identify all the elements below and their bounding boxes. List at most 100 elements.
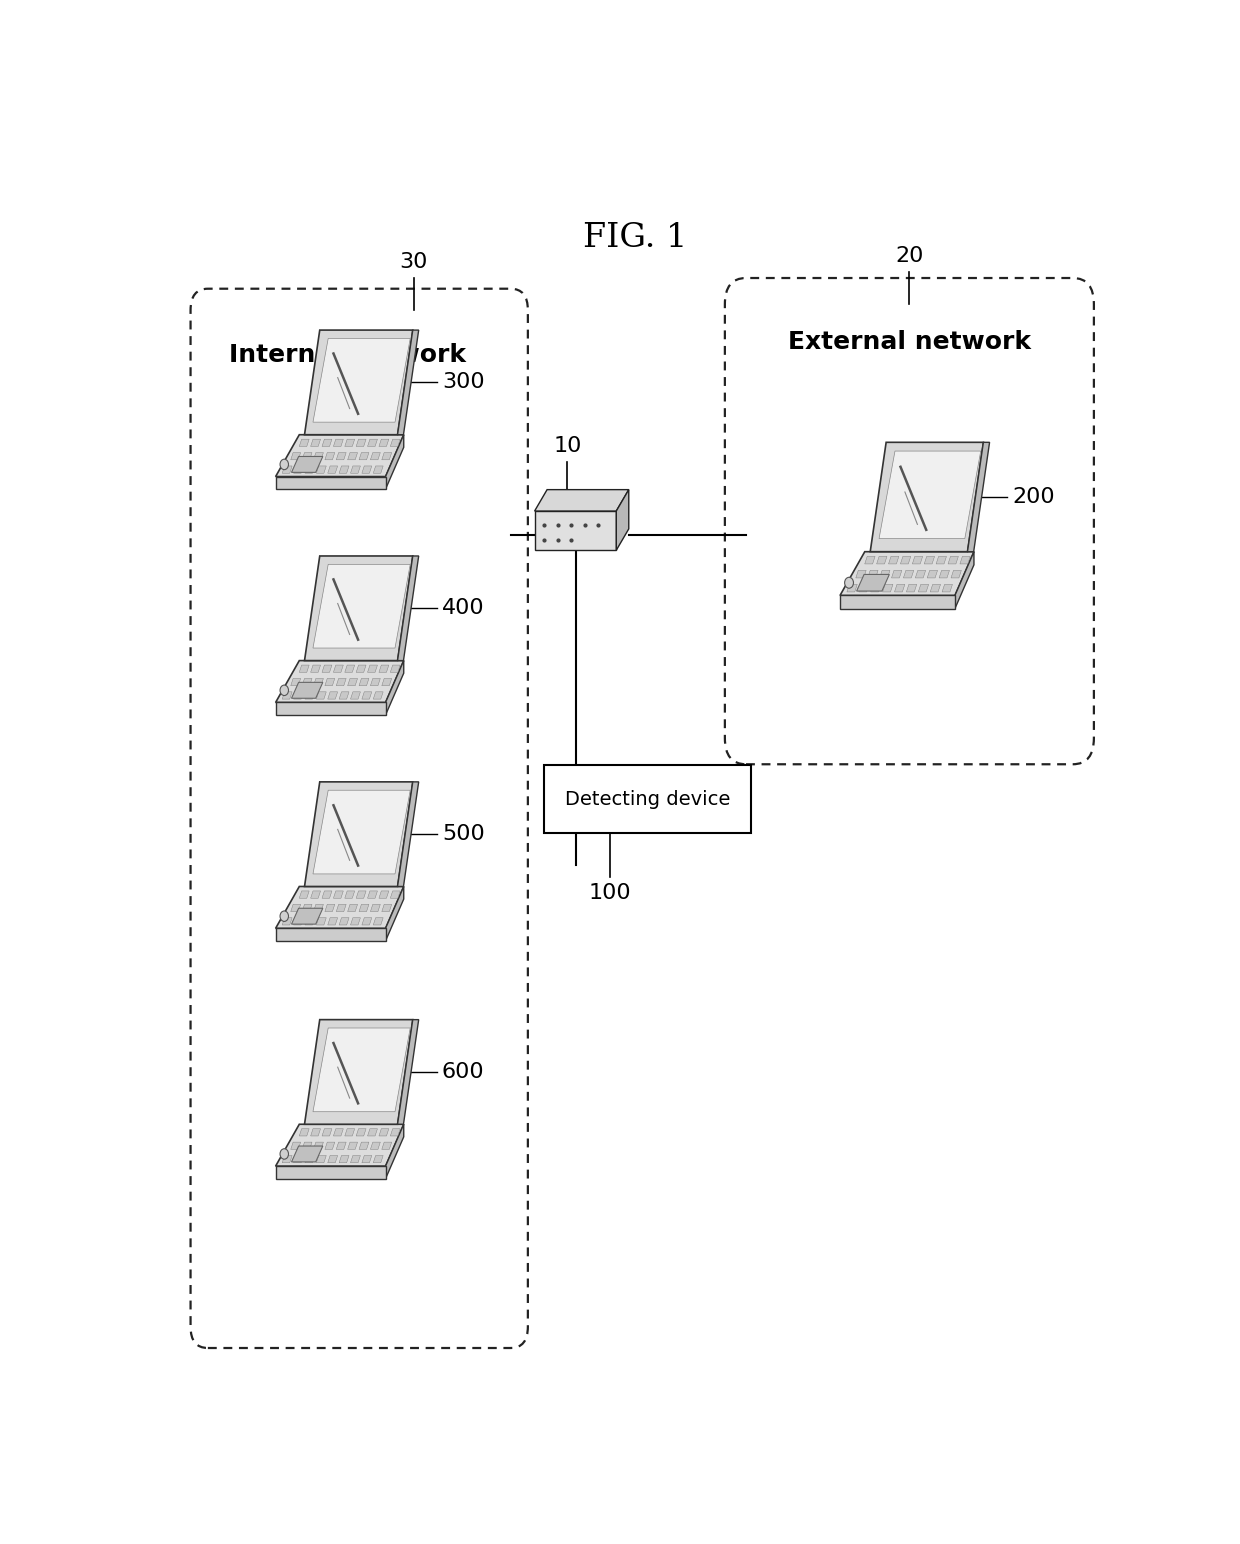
Polygon shape [379, 665, 389, 672]
Circle shape [280, 686, 289, 695]
Polygon shape [883, 584, 893, 591]
Text: Internal network: Internal network [228, 343, 465, 367]
Polygon shape [347, 452, 357, 460]
Polygon shape [924, 556, 935, 564]
Polygon shape [398, 781, 419, 886]
Polygon shape [928, 570, 937, 577]
Polygon shape [325, 905, 335, 911]
Polygon shape [391, 438, 401, 446]
Polygon shape [291, 682, 322, 698]
Polygon shape [322, 1129, 332, 1136]
Polygon shape [889, 556, 899, 564]
Polygon shape [290, 678, 300, 686]
Polygon shape [877, 556, 887, 564]
Polygon shape [367, 1129, 377, 1136]
Polygon shape [305, 466, 315, 472]
Polygon shape [371, 678, 381, 686]
Polygon shape [275, 1124, 404, 1166]
Polygon shape [356, 891, 366, 899]
Polygon shape [294, 1155, 304, 1163]
Polygon shape [936, 556, 946, 564]
Polygon shape [967, 442, 990, 551]
Circle shape [844, 577, 853, 588]
Polygon shape [367, 438, 377, 446]
Polygon shape [275, 928, 386, 940]
Text: 400: 400 [441, 598, 485, 618]
Polygon shape [334, 438, 343, 446]
Polygon shape [379, 438, 389, 446]
Polygon shape [847, 584, 857, 591]
Polygon shape [345, 1129, 355, 1136]
Text: 20: 20 [895, 245, 924, 266]
Polygon shape [864, 556, 875, 564]
Polygon shape [345, 438, 355, 446]
Polygon shape [379, 891, 389, 899]
Polygon shape [294, 466, 304, 472]
Polygon shape [294, 917, 304, 925]
Polygon shape [345, 665, 355, 672]
Polygon shape [367, 891, 377, 899]
Polygon shape [305, 556, 413, 661]
Polygon shape [356, 665, 366, 672]
Polygon shape [856, 570, 867, 577]
Polygon shape [316, 466, 326, 472]
Polygon shape [314, 452, 324, 460]
Polygon shape [386, 1124, 404, 1178]
Polygon shape [382, 905, 392, 911]
Polygon shape [373, 692, 383, 699]
Polygon shape [382, 678, 392, 686]
Polygon shape [311, 438, 320, 446]
Polygon shape [939, 570, 950, 577]
Polygon shape [283, 466, 293, 472]
Polygon shape [327, 692, 337, 699]
Polygon shape [360, 905, 370, 911]
Polygon shape [870, 584, 882, 591]
Polygon shape [398, 556, 419, 661]
Polygon shape [305, 1019, 413, 1124]
Polygon shape [373, 466, 383, 472]
Polygon shape [322, 438, 332, 446]
Polygon shape [351, 692, 361, 699]
Text: Detecting device: Detecting device [565, 791, 730, 809]
Polygon shape [312, 791, 410, 874]
Polygon shape [299, 438, 309, 446]
Bar [544, 766, 751, 834]
Polygon shape [316, 692, 326, 699]
Polygon shape [336, 905, 346, 911]
Polygon shape [336, 678, 346, 686]
Polygon shape [290, 905, 300, 911]
Circle shape [280, 911, 289, 922]
Polygon shape [316, 1155, 326, 1163]
Polygon shape [339, 466, 348, 472]
Polygon shape [305, 692, 315, 699]
Polygon shape [915, 570, 925, 577]
Circle shape [280, 1149, 289, 1160]
Polygon shape [360, 678, 370, 686]
Text: 300: 300 [441, 372, 485, 392]
Polygon shape [314, 1143, 324, 1149]
Polygon shape [345, 891, 355, 899]
Polygon shape [949, 556, 959, 564]
Polygon shape [534, 489, 629, 511]
Polygon shape [362, 917, 372, 925]
Polygon shape [391, 1129, 401, 1136]
Polygon shape [857, 574, 889, 591]
Polygon shape [325, 452, 335, 460]
Polygon shape [892, 570, 901, 577]
Polygon shape [314, 678, 324, 686]
Polygon shape [299, 1129, 309, 1136]
Polygon shape [312, 1028, 410, 1112]
Polygon shape [305, 917, 315, 925]
Polygon shape [391, 891, 401, 899]
Polygon shape [839, 551, 973, 596]
Polygon shape [290, 1143, 300, 1149]
Polygon shape [327, 466, 337, 472]
Polygon shape [930, 584, 941, 591]
Polygon shape [336, 1143, 346, 1149]
Polygon shape [275, 477, 386, 489]
Polygon shape [859, 584, 869, 591]
Polygon shape [283, 917, 293, 925]
Polygon shape [291, 457, 322, 472]
Polygon shape [334, 891, 343, 899]
Polygon shape [275, 1166, 386, 1178]
